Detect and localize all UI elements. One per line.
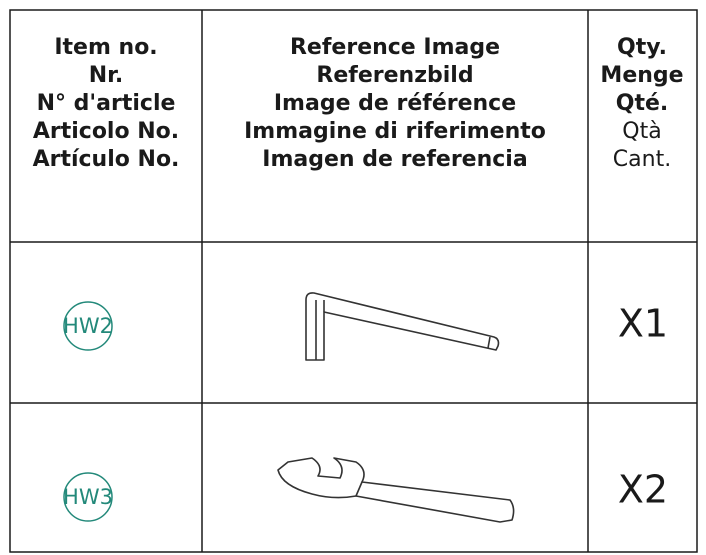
- header-text: Referenzbild: [316, 63, 473, 88]
- header-text: Qté.: [616, 91, 669, 116]
- header-text: Cant.: [613, 147, 671, 172]
- item-badge: [63, 472, 113, 522]
- header-text: Nr.: [89, 63, 123, 88]
- header-text: Menge: [600, 63, 683, 88]
- item-badge: [63, 301, 113, 351]
- wrench-image: [277, 457, 515, 523]
- quantity: X2: [618, 468, 668, 512]
- header-text: Imagen de referencia: [262, 147, 527, 172]
- item-code: HW2: [63, 314, 113, 338]
- table-border: [9, 9, 698, 553]
- allen-key-image: [305, 292, 500, 361]
- header-text: N° d'article: [37, 91, 176, 116]
- header-text: Qty.: [617, 35, 667, 60]
- header-text: Qtà: [622, 119, 661, 144]
- item-code: HW3: [63, 485, 113, 509]
- header-text: Item no.: [54, 35, 157, 60]
- header-text: Image de référence: [274, 91, 516, 116]
- header-text: Immagine di riferimento: [244, 119, 546, 144]
- header-text: Artículo No.: [33, 147, 180, 172]
- quantity: X1: [618, 302, 668, 346]
- header-text: Articolo No.: [33, 119, 179, 144]
- header-text: Reference Image: [290, 35, 500, 60]
